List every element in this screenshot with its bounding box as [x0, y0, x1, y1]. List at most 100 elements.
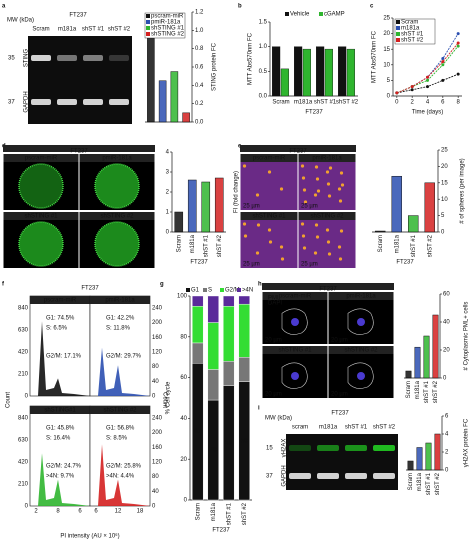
- bar: [408, 215, 419, 233]
- blot: [286, 434, 398, 490]
- condition-label: shSTING #2: [100, 214, 134, 220]
- sphere: [242, 164, 247, 168]
- point: [456, 72, 460, 76]
- cell-outline: [347, 308, 374, 335]
- bar: [375, 230, 386, 233]
- axis-label: FT237: [305, 110, 323, 116]
- condition-label: shSTING #1: [278, 348, 312, 354]
- band-label: γH2AX: [282, 439, 288, 458]
- panel-letter: c: [370, 4, 374, 10]
- sphere: [315, 235, 320, 239]
- sphere: [300, 164, 305, 168]
- y-tick-label: 4: [166, 150, 170, 156]
- y-tick-label: 840: [18, 306, 29, 312]
- gate-label: S: 16.4%: [46, 436, 71, 442]
- point: [410, 88, 414, 92]
- bar: [405, 370, 412, 379]
- y-tick-label: 0: [441, 230, 445, 236]
- sphere: [325, 228, 330, 232]
- data-label: 58: [241, 438, 248, 444]
- point: [441, 78, 445, 82]
- condition-label: pmiR-181a: [312, 156, 342, 162]
- band: [57, 99, 77, 105]
- sphere: [313, 193, 318, 197]
- cell-outline: [347, 362, 374, 389]
- condition-label: pscram-miR: [253, 156, 286, 162]
- y-tick-label: 40: [152, 489, 159, 495]
- header-bg: [240, 145, 356, 152]
- band-label: STING: [24, 49, 30, 68]
- legend-swatch: [319, 12, 323, 16]
- label-bg: [3, 212, 79, 220]
- y-tick-label: 0.5: [259, 69, 268, 75]
- sphere: [339, 229, 344, 233]
- nucleus: [357, 318, 365, 326]
- x-tick-label: m181a: [190, 234, 196, 253]
- label-bg: [240, 212, 298, 220]
- well: [18, 221, 64, 267]
- band: [373, 445, 395, 451]
- gate-label: G2/M: 17.1%: [46, 354, 82, 360]
- mw-marker: 15: [266, 446, 273, 452]
- axis-label: FT237: [212, 528, 230, 534]
- sphere: [303, 200, 308, 204]
- legend-swatch: [396, 32, 400, 36]
- gate-label: >4N: 9.7%: [46, 474, 75, 480]
- y-tick-label: 0: [166, 230, 170, 236]
- y-tick-label: 20: [443, 348, 450, 354]
- point: [441, 60, 445, 64]
- condition-label: pscram-miR: [25, 156, 58, 162]
- y-tick-label: 0.4: [195, 83, 204, 89]
- x-tick-label: m181a: [415, 380, 421, 399]
- x-tick-label: 2: [410, 100, 414, 106]
- bar: [294, 46, 303, 97]
- sphere: [316, 189, 321, 193]
- y-tick-label: 15: [441, 180, 448, 186]
- lane-label: shST #2: [373, 425, 396, 431]
- scale-bar: 20 µm: [265, 338, 282, 344]
- bar: [407, 460, 414, 471]
- bar-segment: [223, 361, 235, 386]
- bar-segment: [238, 357, 250, 382]
- point: [456, 44, 460, 48]
- bar-segment: [192, 342, 204, 364]
- condition-label: shSTING #1: [252, 214, 286, 220]
- bar: [423, 335, 430, 379]
- y-tick-label: 60: [443, 292, 450, 298]
- y-tick-label: 0.0: [195, 120, 204, 126]
- y-tick-label: 420: [18, 350, 29, 356]
- legend-label: shSTING #1: [151, 26, 185, 32]
- bar: [187, 179, 197, 233]
- y-tick-label: 80: [152, 364, 159, 370]
- label-bg: [3, 154, 79, 162]
- bar-segment: [238, 295, 250, 305]
- band: [83, 99, 103, 105]
- sphere: [327, 252, 332, 256]
- label-bg: [298, 212, 356, 220]
- x-tick-label: 8: [456, 100, 460, 106]
- lane-label: m181a: [58, 27, 77, 33]
- x-tick-label: shST #2: [336, 100, 359, 106]
- bar: [170, 71, 179, 123]
- x-tick-label: shST #1: [314, 100, 337, 106]
- y-tick-label: 20: [441, 164, 448, 170]
- bar: [391, 175, 402, 233]
- scale-bar: 25 µm: [243, 262, 260, 268]
- bar-segment: [207, 322, 219, 370]
- sphere: [314, 165, 319, 169]
- y-tick-label: 0: [25, 504, 29, 510]
- y-tick-label: 4: [445, 432, 449, 438]
- label-bg: [30, 296, 90, 304]
- x-tick-label: Scram: [176, 235, 182, 252]
- cell-line: FT237: [69, 13, 87, 19]
- y-tick-label: 40: [152, 379, 159, 385]
- label-bg: [240, 154, 298, 162]
- legend-box: [144, 12, 186, 39]
- scale-bar: 20 µm: [331, 392, 348, 398]
- legend-label: G2/M: [225, 288, 240, 294]
- texture: [298, 162, 356, 210]
- scale-bar: 20 µm: [265, 392, 282, 398]
- x-tick-label: shST #2: [433, 380, 439, 403]
- sphere: [243, 234, 248, 238]
- label-bg: [90, 406, 150, 414]
